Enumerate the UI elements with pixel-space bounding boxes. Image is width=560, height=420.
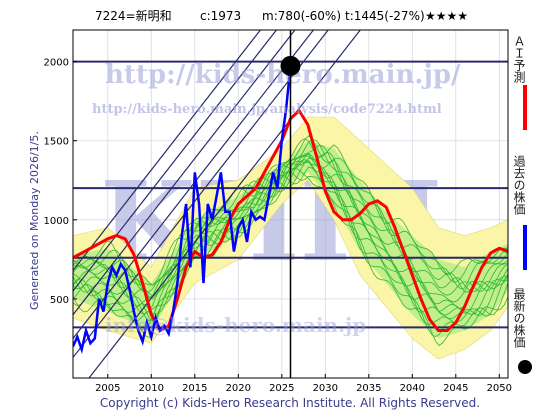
- legend: ＡＩ予測 過去の株価 最新の株価: [512, 35, 532, 374]
- x-tick-label: 2040: [400, 383, 425, 394]
- band-inner: [73, 140, 508, 339]
- x-tick-label: 2010: [139, 383, 164, 394]
- x-tick-label: 2020: [226, 383, 251, 394]
- plot-frame: [72, 29, 509, 379]
- trend-channel-line: [73, 30, 329, 358]
- legend-past-label: 過去の株価: [512, 155, 526, 215]
- x-axis: 2005 2010 2015 2020 2025 2030 2035 2040 2045 2050: [95, 374, 512, 394]
- x-tick-label: 2005: [95, 383, 120, 394]
- header-stars: ★★★★: [425, 9, 468, 23]
- header-target: t:1445(-27%): [345, 9, 425, 23]
- trend-channel-line: [73, 30, 315, 339]
- legend-ai-label: ＡＩ予測: [512, 35, 526, 84]
- header-mid: m:780(-60%): [262, 9, 341, 23]
- latest-price-dot: [280, 55, 301, 76]
- watermark-email: info@kids-hero.main.jp: [105, 313, 366, 337]
- generated-date: Generated on Monday 2026/1/5.: [28, 131, 41, 310]
- x-tick-label: 2035: [356, 383, 381, 394]
- y-tick-label: 500: [50, 295, 69, 306]
- x-tick-label: 2025: [269, 383, 294, 394]
- x-tick-label: 2050: [487, 383, 512, 394]
- trend-channel-line: [73, 30, 296, 316]
- trend-channel-line: [73, 30, 278, 292]
- y-axis: 500 1000 1500 2000: [44, 58, 77, 306]
- y-tick-label: 2000: [44, 58, 69, 69]
- legend-latest-label: 最新の株価: [512, 288, 526, 348]
- header-code-name: 7224=新明和: [95, 8, 172, 23]
- past-price-line: [73, 65, 292, 355]
- header-current: c:1973: [200, 9, 241, 23]
- x-tick-label: 2015: [182, 383, 207, 394]
- y-tick-label: 1000: [44, 216, 69, 227]
- x-tick-label: 2030: [313, 383, 338, 394]
- y-tick-label: 1500: [44, 137, 69, 148]
- copyright: Copyright (c) Kids-Hero Research Institu…: [100, 396, 480, 410]
- trend-channel-line: [73, 30, 262, 271]
- legend-latest-swatch: [518, 360, 532, 374]
- watermark-url-analysis: http://kids-hero.main.jp/analysis/code72…: [92, 102, 442, 117]
- x-tick-label: 2045: [443, 383, 468, 394]
